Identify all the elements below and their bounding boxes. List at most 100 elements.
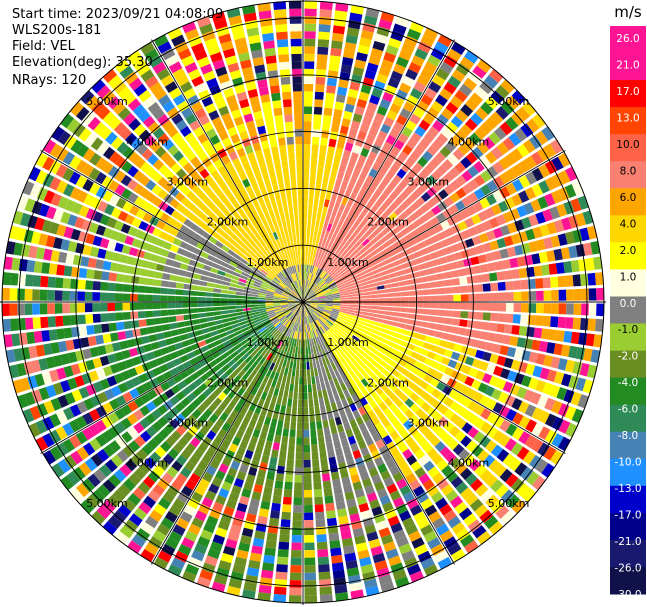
ray-gate (346, 27, 360, 37)
ray-gate (225, 538, 238, 549)
ray-gate (317, 298, 326, 301)
ray-gate (279, 144, 287, 154)
ray-gate (143, 343, 153, 353)
ray-gate (449, 135, 462, 147)
ray-gate (381, 368, 391, 378)
ray-gate (286, 375, 291, 384)
ray-gate (298, 272, 301, 280)
ray-gate (583, 348, 593, 362)
ray-gate (239, 360, 248, 369)
ray-gate (420, 348, 430, 357)
ray-gate (294, 467, 303, 476)
ray-gate (358, 323, 367, 330)
ray-gate (144, 135, 157, 147)
ray-gate (404, 273, 414, 280)
ray-gate (531, 422, 544, 437)
ray-gate (272, 153, 280, 162)
ray-gate (316, 54, 328, 63)
ray-gate (293, 497, 302, 506)
ray-gate (85, 384, 97, 396)
ray-gate (331, 162, 340, 171)
ray-gate (187, 382, 198, 392)
ray-gate (381, 323, 391, 330)
ray-gate (279, 254, 285, 262)
ray-gate (334, 226, 341, 235)
ray-gate (571, 181, 584, 196)
ray-gate (250, 302, 258, 305)
range-ring-label: 4.00km (448, 457, 490, 470)
ray-gate (343, 241, 350, 250)
ray-gate (404, 196, 415, 206)
ray-gate (490, 303, 499, 312)
ray-gate (155, 356, 166, 366)
ray-gate (311, 219, 316, 228)
ray-gate (541, 463, 555, 478)
ray-gate (262, 267, 270, 274)
ray-gate (284, 344, 289, 352)
ray-gate (282, 504, 292, 513)
ray-gate (371, 87, 383, 98)
ray-gate (374, 456, 385, 467)
ray-gate (518, 267, 528, 279)
ray-gate (297, 288, 301, 296)
ray-gate (31, 359, 41, 373)
ray-gate (312, 330, 317, 338)
ray-gate (271, 379, 277, 388)
ray-gate (355, 329, 364, 336)
ray-gate (344, 103, 355, 113)
ray-gate (326, 153, 334, 162)
ray-gate (217, 203, 227, 213)
ray-gate (276, 274, 283, 281)
ray-gate (296, 324, 300, 332)
ray-gate (346, 286, 354, 291)
ray-gate (313, 266, 319, 275)
ray-gate (300, 309, 303, 317)
ray-gate (366, 340, 375, 347)
ray-gate (352, 449, 362, 460)
ray-gate (218, 130, 229, 141)
ray-gate (207, 321, 216, 327)
ray-gate (189, 223, 200, 232)
ray-gate (251, 545, 263, 555)
ray-gate (417, 241, 427, 250)
ray-gate (298, 287, 301, 295)
ray-gate (351, 520, 363, 530)
ray-gate (333, 155, 342, 164)
ray-gate (282, 496, 292, 505)
ray-gate (372, 367, 381, 377)
ray-gate (367, 279, 376, 285)
ray-gate (3, 256, 13, 270)
ray-gate (393, 302, 401, 307)
ray-gate (151, 421, 163, 433)
ray-gate (119, 254, 129, 264)
ray-gate (531, 253, 541, 265)
ray-gate (324, 214, 331, 224)
ray-gate (309, 306, 316, 311)
ray-gate (383, 51, 397, 63)
ray-gate (170, 430, 182, 442)
ray-gate (431, 388, 442, 399)
ray-gate (389, 272, 398, 279)
ray-gate (223, 87, 235, 98)
ray-gate (101, 271, 110, 281)
ray-gate (590, 241, 600, 255)
ray-gate (247, 201, 255, 211)
ray-gate (231, 340, 240, 347)
ray-gate (257, 156, 266, 166)
ray-gate (331, 209, 338, 218)
ray-gate (317, 556, 330, 565)
ray-gate (329, 540, 341, 549)
ray-gate (474, 174, 486, 187)
ray-gate (197, 179, 208, 190)
ray-gate (434, 441, 446, 453)
ray-gate (246, 567, 260, 577)
ray-gate (370, 48, 384, 59)
ray-gate (385, 297, 394, 302)
ray-gate (360, 281, 369, 287)
ray-gate (303, 151, 311, 160)
ray-gate (162, 139, 175, 151)
ray-gate (102, 111, 116, 125)
ray-gate (38, 358, 49, 371)
range-ring-label: 5.00km (86, 497, 128, 510)
ray-gate (259, 382, 266, 392)
